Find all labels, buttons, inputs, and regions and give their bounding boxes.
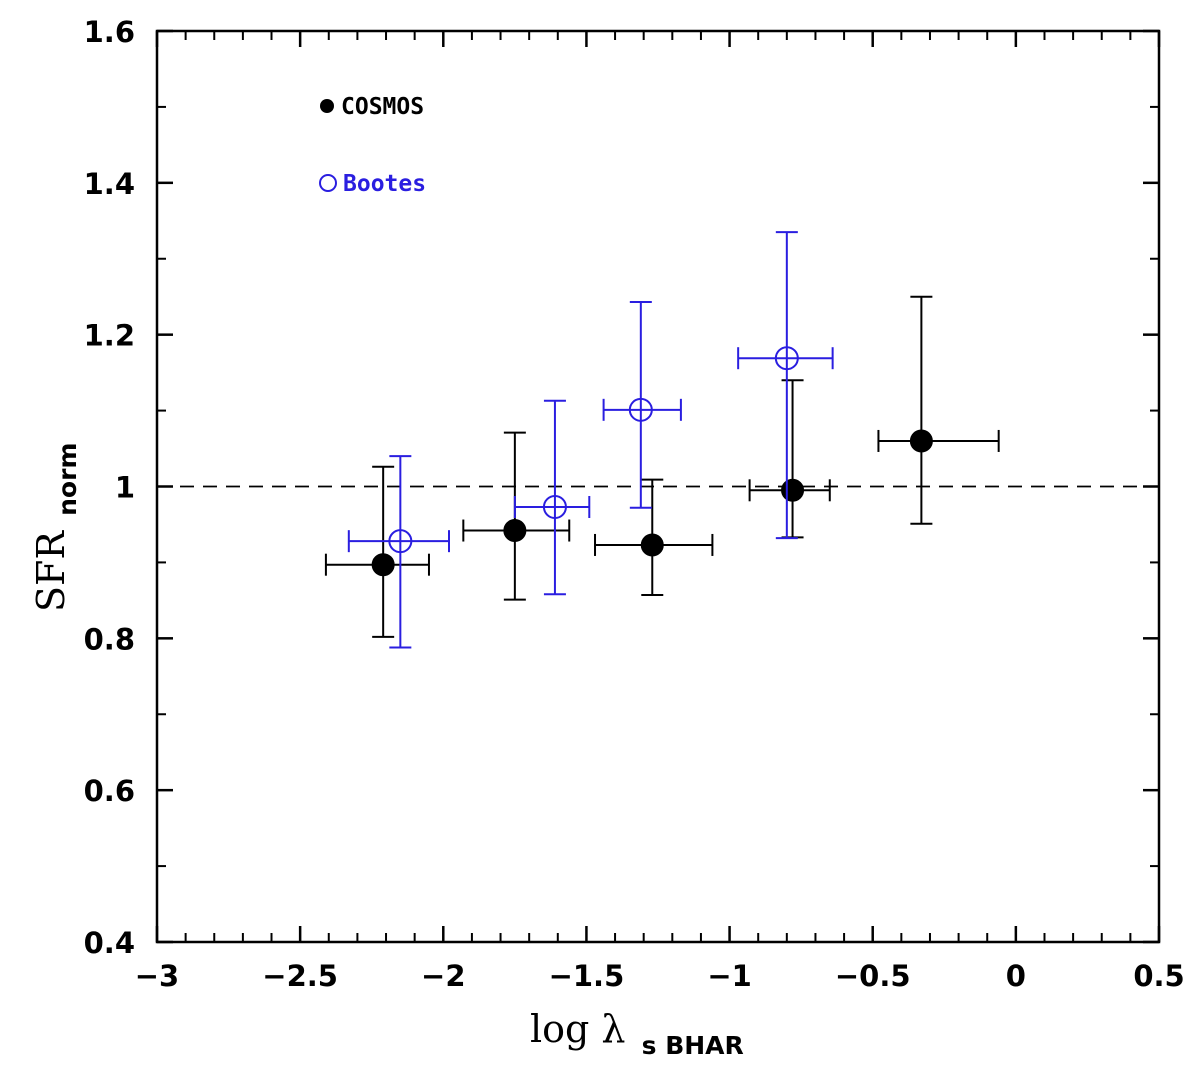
y-tick-label: 0.4 [84, 926, 135, 960]
series-cosmos [324, 295, 1000, 638]
legend: COSMOS Bootes [319, 94, 426, 197]
data-point-bootes [602, 301, 682, 509]
series-bootes [347, 231, 834, 649]
y-tick-label: 1.4 [84, 167, 135, 201]
marker-open [628, 397, 653, 422]
data-point-bootes [347, 455, 451, 649]
legend-item-cosmos: COSMOS [320, 94, 424, 120]
x-tick-label: −3 [135, 959, 179, 993]
legend-label-cosmos: COSMOS [341, 94, 424, 120]
x-tick-label: −2.5 [262, 959, 338, 993]
data-point-cosmos [748, 379, 831, 539]
marker-filled [503, 519, 527, 543]
y-axis-title: SFR norm [29, 443, 82, 612]
data-point-cosmos [877, 295, 1000, 525]
marker-filled [781, 478, 805, 502]
legend-label-bootes: Bootes [343, 171, 426, 197]
plot-frame [155, 29, 1161, 944]
marker-filled [909, 429, 933, 453]
y-axis-title-subscript: norm [53, 443, 82, 516]
x-tick-label: 0.5 [1133, 959, 1184, 993]
y-axis-title-main: SFR [29, 530, 73, 612]
x-axis-title: log λ s BHAR [530, 1007, 744, 1060]
legend-marker-cosmos [320, 99, 334, 113]
marker-open [542, 494, 567, 519]
y-tick-label: 0.8 [84, 622, 135, 656]
x-tick-label: −1.5 [549, 959, 625, 993]
data-marks [324, 231, 1000, 649]
x-tick-label: −0.5 [835, 959, 911, 993]
data-point-cosmos [324, 465, 430, 638]
y-tick-label: 1.2 [84, 319, 135, 353]
y-tick-label: 1.6 [84, 15, 135, 49]
tick-labels: −3 −2.5 −2 −1.5 −1 −0.5 0 0.5 0.4 0.6 0.8 1 1.2 1.4 1.… [84, 15, 1185, 993]
y-tick-label: 0.6 [84, 774, 135, 808]
marker-filled [371, 553, 395, 577]
data-point-cosmos [594, 478, 714, 597]
x-tick-label: 0 [1006, 959, 1026, 993]
x-axis-title-main: log λ [530, 1007, 626, 1051]
axis-ticks [155, 29, 1161, 944]
marker-filled [640, 533, 664, 557]
legend-item-bootes: Bootes [319, 171, 426, 197]
x-axis-title-subscript: s BHAR [642, 1031, 744, 1060]
legend-marker-bootes [319, 174, 337, 192]
y-tick-label: 1 [115, 471, 135, 505]
marker-open [774, 346, 799, 371]
data-point-bootes [737, 231, 834, 540]
x-tick-label: −1 [707, 959, 751, 993]
marker-open [388, 529, 413, 554]
x-tick-label: −2 [421, 959, 465, 993]
data-point-bootes [513, 399, 591, 596]
data-point-cosmos [462, 431, 571, 601]
